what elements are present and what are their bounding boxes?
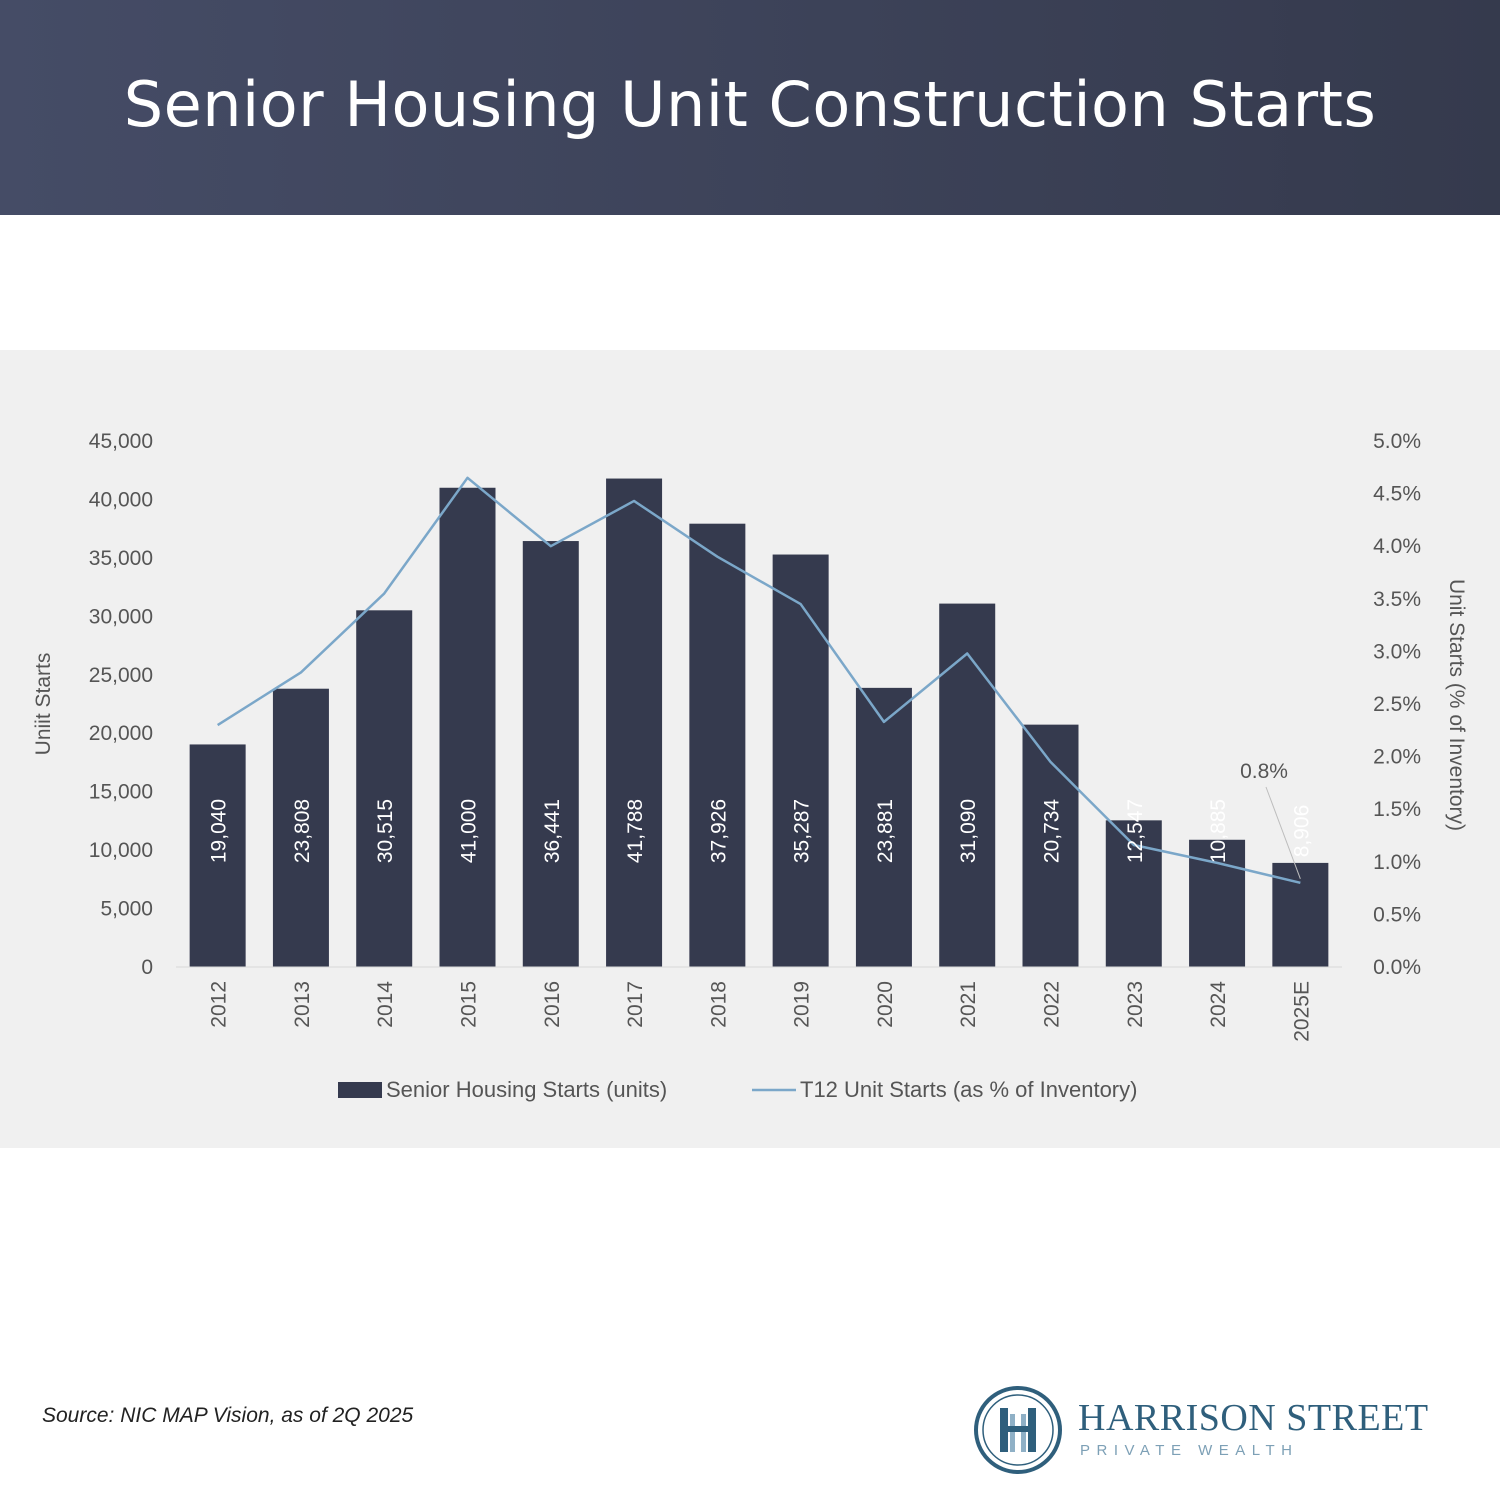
legend-bar-swatch (338, 1082, 382, 1098)
inventory-pct-line (216, 476, 1301, 885)
bar-2019 (772, 554, 829, 967)
left-tick-label: 25,000 (89, 664, 153, 687)
bar-2018 (689, 523, 746, 967)
chart-panel: 19,040 23,808 30,515 41,000 36,441 41,788 37,9… (0, 350, 1500, 1148)
x-tick-label: 2025E (1290, 981, 1313, 1042)
bar-label-2018: 37,926 (707, 799, 730, 863)
x-tick-label: 2021 (957, 981, 980, 1028)
bars-layer (176, 478, 1342, 968)
page-title: Senior Housing Unit Construction Starts (123, 68, 1377, 141)
bar-label-2022: 20,734 (1041, 799, 1064, 864)
right-tick-label: 4.0% (1373, 535, 1421, 558)
bar-label-2012: 19,040 (208, 799, 231, 863)
x-tick-label: 2015 (458, 981, 481, 1028)
bar-label-2013: 23,808 (291, 799, 314, 863)
harrison-street-logo: HARRISON STREET PRIVATE WEALTH (972, 1382, 1472, 1478)
right-tick-label: 1.5% (1373, 798, 1421, 821)
right-tick-label: 0.5% (1373, 903, 1421, 926)
right-tick-label: 3.0% (1373, 640, 1421, 663)
x-tick-label: 2014 (374, 981, 397, 1028)
bar-2017 (606, 478, 663, 967)
bar-2015 (439, 487, 496, 967)
left-tick-label: 40,000 (89, 488, 153, 511)
bar-2020 (855, 687, 912, 967)
annotation-label: 0.8% (1240, 760, 1288, 783)
title-banner: Senior Housing Unit Construction Starts (0, 0, 1500, 215)
left-tick-label: 45,000 (89, 430, 153, 453)
x-tick-label: 2012 (208, 981, 231, 1028)
bar-2021 (939, 603, 996, 967)
x-tick-label: 2013 (291, 981, 314, 1028)
left-tick-label: 10,000 (89, 839, 153, 862)
x-tick-label: 2018 (707, 981, 730, 1028)
left-axis-ticks: 0 5,000 10,000 15,000 20,000 25,000 30,000 35,0… (89, 430, 153, 979)
combo-chart: 19,040 23,808 30,515 41,000 36,441 41,788 37,9… (32, 430, 1468, 1102)
left-tick-label: 30,000 (89, 605, 153, 628)
right-tick-label: 1.0% (1373, 851, 1421, 874)
bar-label-2014: 30,515 (374, 799, 397, 863)
logo-tagline: PRIVATE WEALTH (1080, 1442, 1299, 1459)
bar-label-2017: 41,788 (624, 799, 647, 863)
chart-extras: Uniit Starts Unit Starts (% of Inventory)… (32, 579, 1468, 1102)
x-tick-label: 2024 (1207, 981, 1230, 1028)
bar-label-2016: 36,441 (541, 799, 564, 863)
right-axis-ticks: 0.0% 0.5% 1.0% 1.5% 2.0% 2.5% 3.0% 3.5% 4.0% 4.5%… (1373, 430, 1421, 979)
logo-name: HARRISON STREET (1078, 1397, 1429, 1439)
right-tick-label: 3.5% (1373, 588, 1421, 611)
x-tick-label: 2019 (791, 981, 814, 1028)
x-tick-label: 2022 (1041, 981, 1064, 1028)
right-axis-title: Unit Starts (% of Inventory) (1445, 579, 1468, 831)
source-note: Source: NIC MAP Vision, as of 2Q 2025 (42, 1404, 414, 1427)
legend-line-label: T12 Unit Starts (as % of Inventory) (800, 1077, 1137, 1102)
legend-bar-label: Senior Housing Starts (units) (386, 1077, 667, 1102)
right-tick-label: 2.0% (1373, 746, 1421, 769)
bar-2012 (189, 744, 246, 967)
left-tick-label: 15,000 (89, 781, 153, 804)
right-tick-label: 5.0% (1373, 430, 1421, 453)
right-tick-label: 4.5% (1373, 483, 1421, 506)
bar-label-2020: 23,881 (874, 799, 897, 863)
right-tick-label: 2.5% (1373, 693, 1421, 716)
x-tick-label: 2020 (874, 981, 897, 1028)
x-tick-label: 2023 (1124, 981, 1147, 1028)
bar-label-2015: 41,000 (458, 799, 481, 863)
left-tick-label: 5,000 (100, 898, 153, 921)
bar-label-2025E: 8,906 (1290, 805, 1313, 858)
bar-2016 (522, 541, 579, 967)
x-axis-ticks: 2012 2013 2014 2015 2016 2017 2018 2019 2020 2021… (208, 981, 1314, 1042)
bar-2022 (1022, 724, 1079, 967)
bar-2024 (1189, 839, 1246, 967)
line-layer (216, 476, 1301, 885)
bar-label-2024: 10,885 (1207, 799, 1230, 863)
x-tick-label: 2017 (624, 981, 647, 1028)
left-tick-label: 0 (141, 956, 153, 979)
left-tick-label: 35,000 (89, 547, 153, 570)
bar-2014 (356, 610, 413, 967)
bar-labels-layer: 19,040 23,808 30,515 41,000 36,441 41,788 37,9… (208, 799, 1314, 864)
left-tick-label: 20,000 (89, 722, 153, 745)
left-axis-title: Uniit Starts (32, 653, 55, 756)
bar-label-2019: 35,287 (791, 799, 814, 863)
annotation-leader (1265, 786, 1301, 880)
bar-2013 (272, 688, 329, 967)
logo-mark-icon (974, 1386, 1062, 1474)
bar-2025E (1272, 862, 1329, 967)
bar-label-2021: 31,090 (957, 799, 980, 863)
bar-label-2023: 12,547 (1124, 799, 1147, 863)
x-tick-label: 2016 (541, 981, 564, 1028)
right-tick-label: 0.0% (1373, 956, 1421, 979)
